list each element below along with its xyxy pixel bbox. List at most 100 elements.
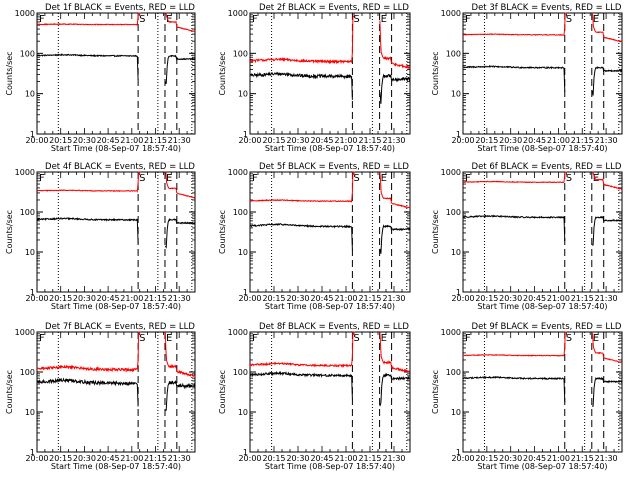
y-axis-label: Counts/sec: [5, 370, 14, 414]
y-axis-label: Counts/sec: [431, 210, 440, 254]
marker-letter: E: [166, 14, 172, 25]
events-series-line: [591, 65, 623, 96]
x-tick-label: 20:45: [97, 136, 120, 145]
x-tick-label: 21:00: [120, 294, 143, 303]
lld-series-line: [462, 331, 568, 357]
panel-title: Det 2f BLACK = Events, RED = LLD: [259, 3, 409, 13]
y-axis-label: Counts/sec: [431, 51, 440, 95]
x-tick-label: 21:30: [382, 294, 405, 303]
panel-title: Det 7f BLACK = Events, RED = LLD: [45, 322, 195, 332]
events-series-line: [249, 223, 353, 251]
x-tick-label: 21:00: [120, 136, 143, 145]
marker-letter: E: [593, 14, 599, 25]
lld-series-line: [462, 171, 568, 184]
marker-letter: E: [381, 14, 387, 25]
panel-title: Det 1f BLACK = Events, RED = LLD: [45, 3, 195, 13]
x-tick-label: 20:00: [25, 454, 48, 463]
y-tick-label: 100: [446, 208, 461, 217]
lld-series-line: [379, 171, 411, 209]
lld-series-line: [591, 331, 622, 364]
x-tick-label: 21:15: [358, 136, 381, 145]
lld-series-line: [591, 12, 623, 43]
y-tick-label: 10: [451, 408, 461, 417]
panel-title: Det 4f BLACK = Events, RED = LLD: [45, 162, 195, 172]
x-tick-label: 20:00: [238, 294, 261, 303]
x-tick-label: 20:30: [286, 454, 309, 463]
x-tick-label: 20:30: [499, 454, 522, 463]
panel-title: Det 9f BLACK = Events, RED = LLD: [472, 322, 622, 332]
x-tick-label: 20:30: [286, 294, 309, 303]
x-tick-label: 21:30: [168, 454, 191, 463]
y-tick-label: 1: [243, 288, 248, 297]
lld-series-line: [165, 171, 196, 199]
x-tick-label: 21:00: [334, 294, 357, 303]
y-tick-label: 1000: [228, 168, 248, 177]
y-axis-label: Counts/sec: [431, 370, 440, 414]
panel-det3: Det 3f BLACK = Events, RED = LLD 1 10 100 10…: [431, 3, 623, 153]
y-tick-label: 10: [25, 248, 35, 257]
x-tick-label: 21:15: [571, 294, 594, 303]
panel-det2: Det 2f BLACK = Events, RED = LLD 1 10 100 10…: [218, 3, 411, 153]
y-tick-label: 1000: [441, 168, 461, 177]
x-tick-label: 20:00: [25, 136, 48, 145]
events-series-line: [379, 73, 411, 104]
marker-letter: S: [353, 14, 359, 25]
marker-letter: F: [465, 333, 471, 344]
panel-det8: Det 8f BLACK = Events, RED = LLD 1 10 100 10…: [218, 322, 411, 471]
marker-letter: F: [465, 14, 471, 25]
x-tick-label: 20:30: [286, 136, 309, 145]
marker-letter: E: [593, 173, 599, 184]
panel-det6: Det 6f BLACK = Events, RED = LLD 1 10 100 10…: [431, 162, 623, 311]
x-tick-label: 20:00: [25, 294, 48, 303]
marker-letter: S: [139, 14, 145, 25]
plot-frame: [249, 331, 411, 453]
panel-det5: Det 5f BLACK = Events, RED = LLD 1 10 100 10…: [218, 162, 411, 311]
events-series-line: [249, 370, 353, 399]
plot-frame: [462, 171, 623, 293]
x-tick-label: 20:45: [310, 294, 333, 303]
x-tick-label: 20:15: [49, 454, 72, 463]
events-series-line: [462, 214, 566, 242]
y-tick-label: 1000: [15, 168, 35, 177]
x-tick-label: 20:15: [475, 294, 498, 303]
y-tick-label: 10: [451, 248, 461, 257]
x-tick-label: 20:15: [475, 136, 498, 145]
events-series-line: [36, 216, 139, 244]
x-tick-label: 20:00: [238, 454, 261, 463]
marker-letter: E: [381, 333, 387, 344]
lld-series-line: [37, 171, 141, 193]
x-tick-label: 20:45: [523, 294, 546, 303]
events-series-line: [379, 372, 411, 407]
x-tick-label: 21:00: [334, 136, 357, 145]
x-axis-label: Start Time (08-Sep-07 18:57:40): [51, 302, 181, 311]
x-tick-label: 20:00: [451, 454, 474, 463]
x-tick-label: 20:30: [73, 136, 96, 145]
marker-letter: S: [566, 333, 572, 344]
x-tick-label: 20:15: [262, 294, 285, 303]
x-tick-label: 20:15: [262, 454, 285, 463]
y-tick-label: 10: [238, 408, 248, 417]
panel-title: Det 3f BLACK = Events, RED = LLD: [472, 3, 622, 13]
x-axis-label: Start Time (08-Sep-07 18:57:40): [51, 144, 181, 153]
x-tick-label: 20:15: [49, 136, 72, 145]
lld-series-line: [379, 331, 411, 373]
y-axis-label: Counts/sec: [218, 370, 227, 414]
x-tick-label: 21:30: [168, 294, 191, 303]
x-tick-label: 21:00: [547, 454, 570, 463]
y-tick-label: 100: [446, 368, 461, 377]
events-series-line: [249, 71, 353, 100]
x-tick-label: 20:00: [451, 136, 474, 145]
x-tick-label: 20:30: [73, 454, 96, 463]
x-tick-label: 21:15: [144, 136, 167, 145]
panel-title: Det 8f BLACK = Events, RED = LLD: [259, 322, 409, 332]
panel-title: Det 5f BLACK = Events, RED = LLD: [259, 162, 409, 172]
events-series-line: [592, 376, 623, 407]
events-series-line: [462, 375, 566, 403]
x-tick-label: 21:30: [382, 454, 405, 463]
y-tick-label: 1000: [441, 9, 461, 18]
plot-frame: [249, 171, 411, 293]
x-axis-label: Start Time (08-Sep-07 18:57:40): [477, 144, 607, 153]
lld-series-line: [462, 12, 568, 36]
x-tick-label: 20:45: [523, 454, 546, 463]
marker-letter: S: [566, 14, 572, 25]
